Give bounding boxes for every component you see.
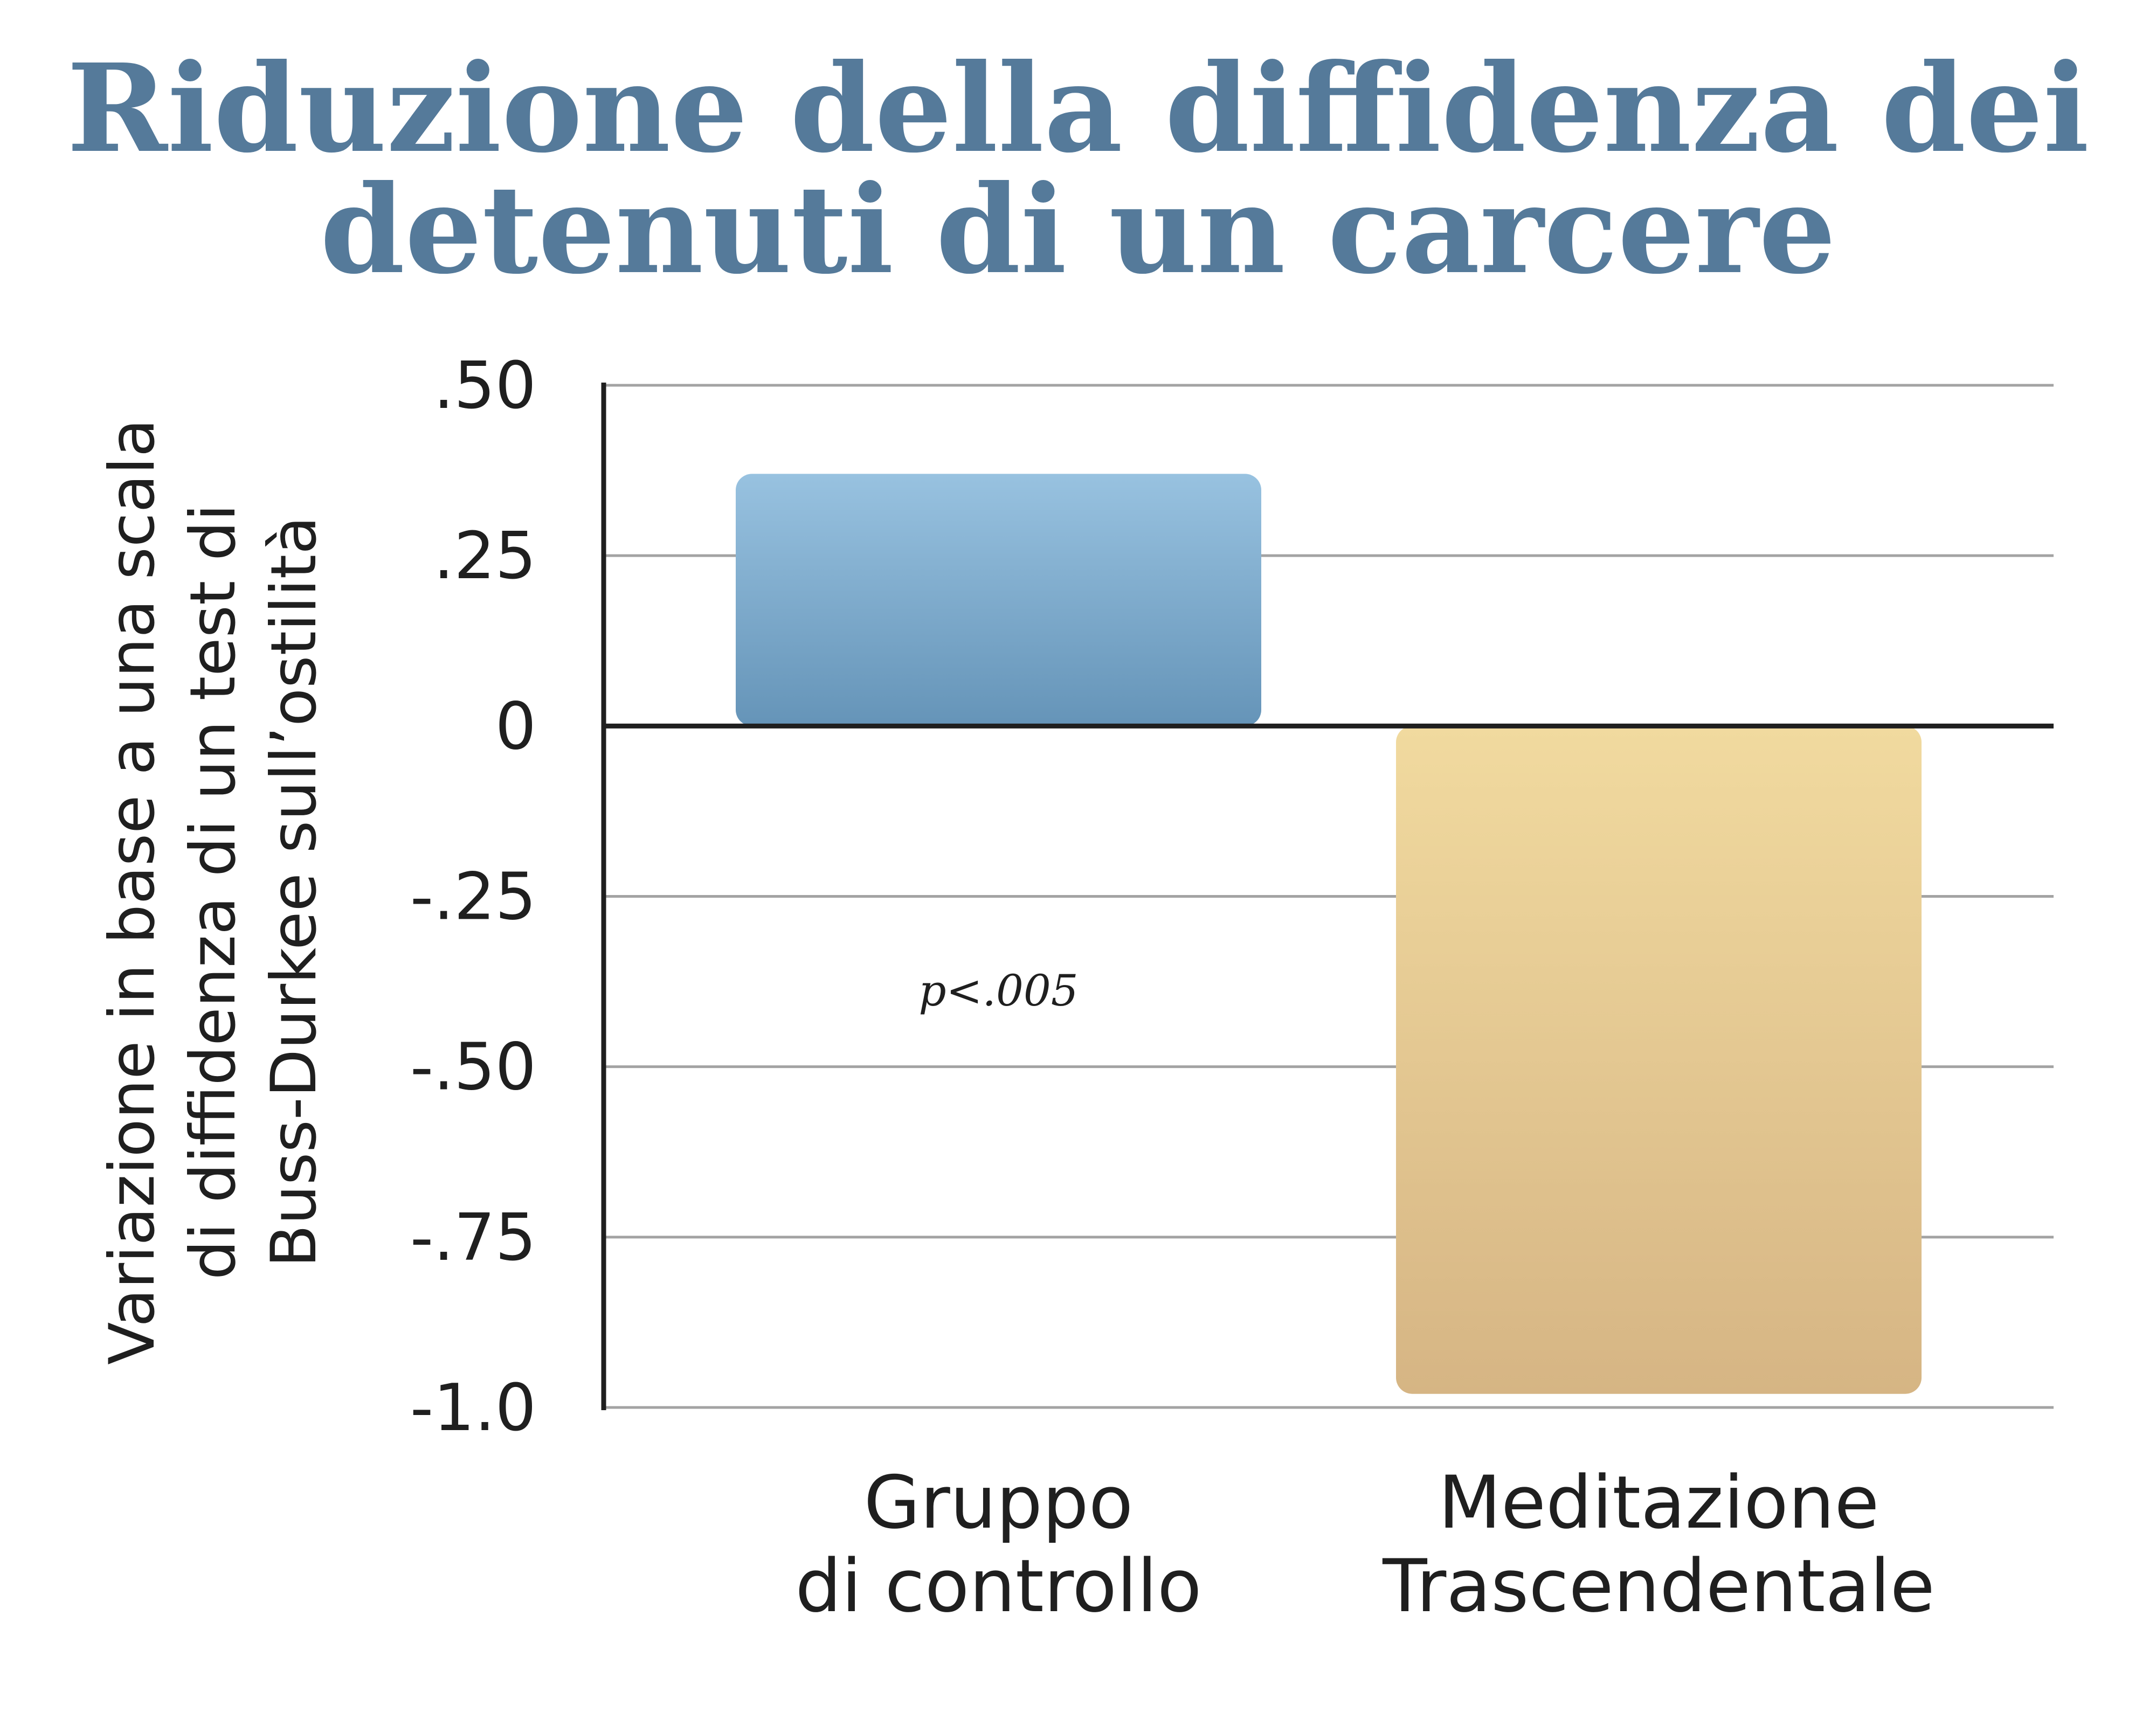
y-axis-label: Variazione in base a una scala di diffid… bbox=[96, 419, 330, 1365]
y-tick-label: .25 bbox=[433, 519, 536, 594]
axes bbox=[601, 383, 2054, 1410]
y-tick-label: -1.0 bbox=[410, 1371, 536, 1446]
y-tick-labels: .50 .25 0 -.25 -.50 -.75 -1.0 bbox=[410, 349, 536, 1446]
chart-title-line-2: detenuti di un carcere bbox=[320, 159, 1836, 301]
y-axis-label-line-2: di diffidenza di un test di bbox=[177, 504, 250, 1280]
chart-title-line-1: Riduzione della diffidenza dei bbox=[67, 38, 2089, 180]
y-axis-label-line-1: Variazione in base a una scala bbox=[96, 419, 169, 1365]
x-category-label: di controllo bbox=[795, 1544, 1201, 1628]
y-tick-label: .50 bbox=[433, 349, 536, 424]
y-axis-label-line-3: Buss-Durkee sull’ostilità bbox=[258, 516, 330, 1267]
bar-gruppo-di-controllo bbox=[736, 474, 1261, 726]
x-category-label: Meditazione bbox=[1439, 1460, 1879, 1545]
y-tick-label: -.75 bbox=[410, 1201, 536, 1275]
y-tick-label: 0 bbox=[495, 689, 536, 764]
bars bbox=[736, 474, 1922, 1394]
x-category-label: Trascendentale bbox=[1382, 1544, 1935, 1628]
x-category-label: Gruppo bbox=[864, 1460, 1134, 1545]
y-tick-label: -.25 bbox=[410, 860, 536, 935]
bar-meditazione-trascendentale bbox=[1396, 726, 1922, 1394]
significance-annotation: p<.005 bbox=[918, 966, 1078, 1016]
y-tick-label: -.50 bbox=[410, 1030, 536, 1105]
